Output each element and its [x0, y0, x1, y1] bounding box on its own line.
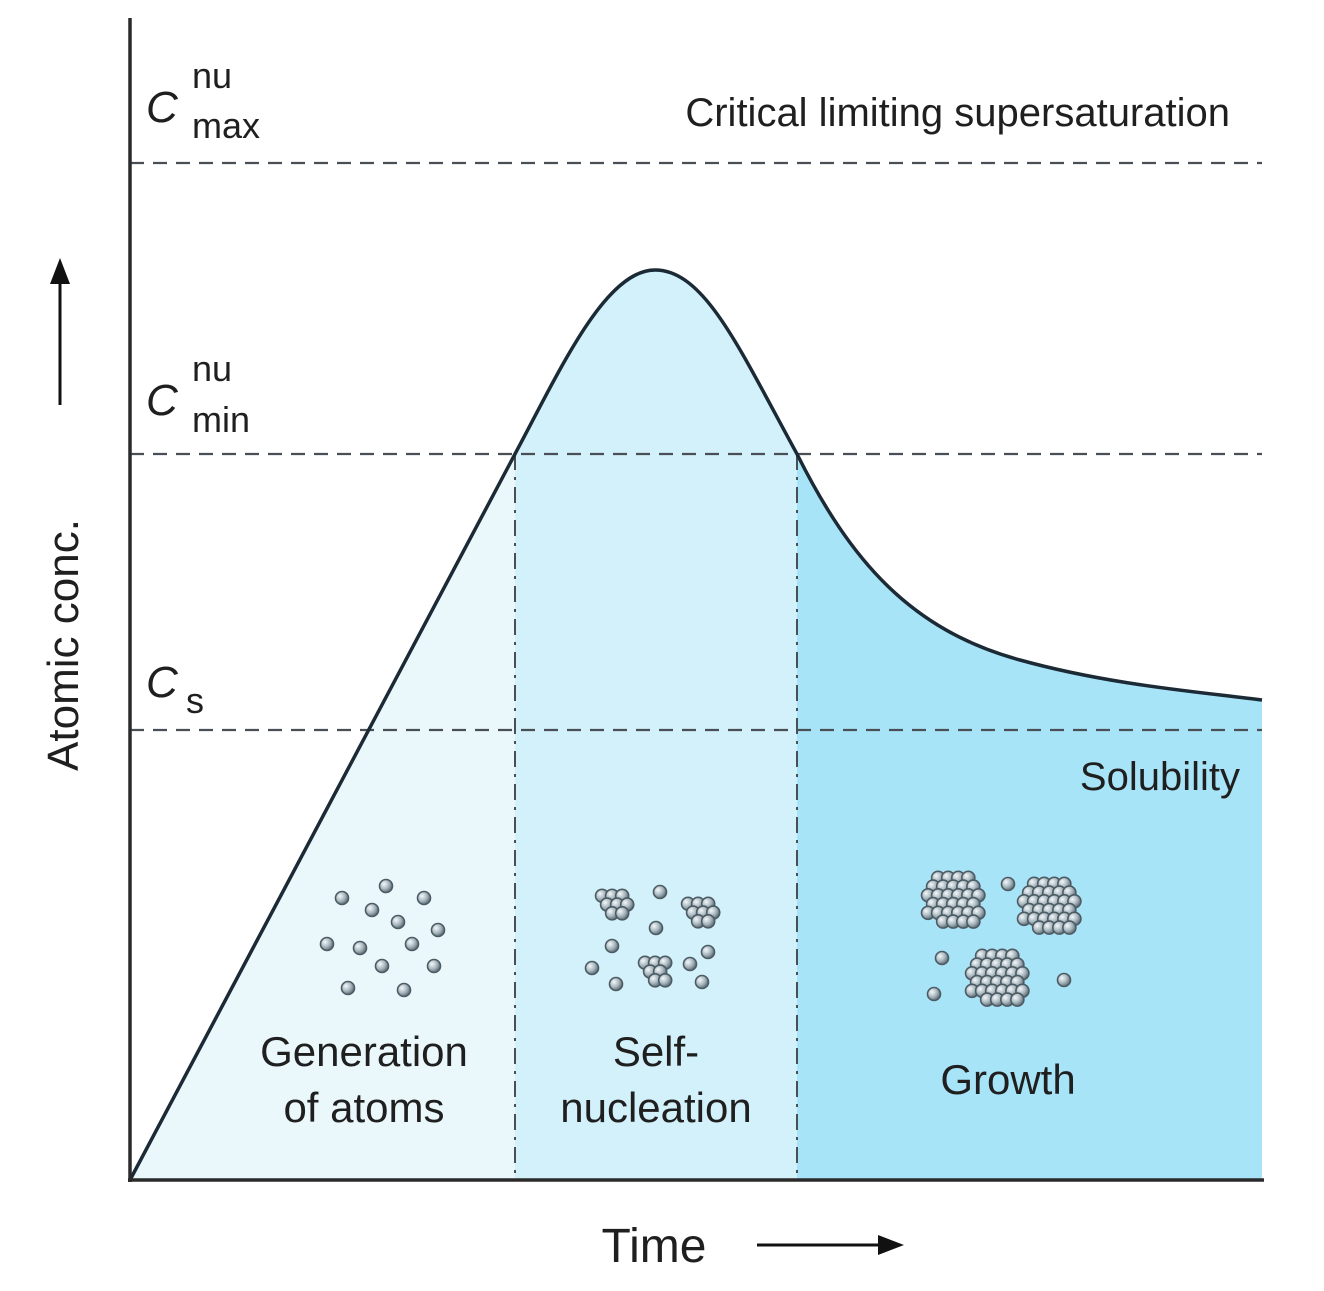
- stage1-label-line1: Generation: [260, 1028, 468, 1075]
- svg-text:max: max: [192, 105, 260, 146]
- cs-label: C s: [146, 658, 204, 721]
- atom: [926, 986, 942, 1002]
- atom-cluster: [920, 870, 986, 929]
- svg-text:s: s: [186, 680, 204, 721]
- atoms-stage1-illustration: [319, 878, 446, 998]
- atom: [1056, 972, 1072, 988]
- atom: [416, 890, 432, 906]
- atom: [340, 980, 356, 996]
- atom: [430, 922, 446, 938]
- atom: [404, 936, 420, 952]
- atom: [374, 958, 390, 974]
- stage3-label: Growth: [940, 1056, 1075, 1103]
- critical-supersaturation-label: Critical limiting supersaturation: [685, 91, 1230, 135]
- atom: [694, 974, 710, 990]
- cluster-atom: [1010, 992, 1025, 1007]
- atom-cluster: [1016, 876, 1082, 935]
- atom: [700, 944, 716, 960]
- cmin-label: C nu min: [146, 348, 250, 440]
- cluster-atom: [700, 913, 716, 929]
- x-arrow-icon: [757, 1235, 904, 1255]
- atom: [334, 890, 350, 906]
- svg-text:nu: nu: [192, 348, 232, 389]
- atom: [352, 940, 368, 956]
- atoms-stage3-illustration: [920, 870, 1082, 1007]
- svg-text:nu: nu: [192, 55, 232, 96]
- atom: [396, 982, 412, 998]
- atom: [378, 878, 394, 894]
- atom: [934, 950, 950, 966]
- cluster-atom: [1062, 920, 1077, 935]
- atoms-stage2-illustration: [584, 884, 721, 992]
- stage2-label-line1: Self-: [613, 1028, 699, 1075]
- atom: [604, 938, 620, 954]
- atom: [364, 902, 380, 918]
- svg-text:C: C: [146, 658, 179, 707]
- cluster-atom: [614, 905, 630, 921]
- atom-cluster: [637, 955, 673, 988]
- stage2-label-line2: nucleation: [560, 1084, 751, 1131]
- atom: [608, 976, 624, 992]
- atom: [652, 884, 668, 900]
- stage2-region: [515, 270, 797, 1180]
- cmax-label: C nu max: [146, 55, 260, 146]
- atom: [584, 960, 600, 976]
- atom: [682, 956, 698, 972]
- svg-text:min: min: [192, 399, 250, 440]
- x-axis-label: Time: [602, 1220, 707, 1273]
- cluster-atom: [657, 972, 673, 988]
- y-axis-label: Atomic conc.: [39, 519, 88, 771]
- atom: [426, 958, 442, 974]
- stage3-region: [797, 454, 1262, 1180]
- svg-text:C: C: [146, 376, 179, 425]
- atom: [648, 920, 664, 936]
- stage1-label-line2: of atoms: [283, 1084, 444, 1131]
- concentration-curve: [128, 268, 1263, 1181]
- atom: [1000, 876, 1016, 892]
- cluster-atom: [966, 914, 981, 929]
- atom: [390, 914, 406, 930]
- atom-cluster: [964, 948, 1030, 1007]
- solubility-label: Solubility: [1080, 755, 1240, 799]
- atom: [319, 936, 335, 952]
- y-arrow-icon: [50, 258, 70, 405]
- atom-cluster: [680, 896, 721, 929]
- svg-text:C: C: [146, 83, 179, 132]
- atom-cluster: [594, 888, 635, 921]
